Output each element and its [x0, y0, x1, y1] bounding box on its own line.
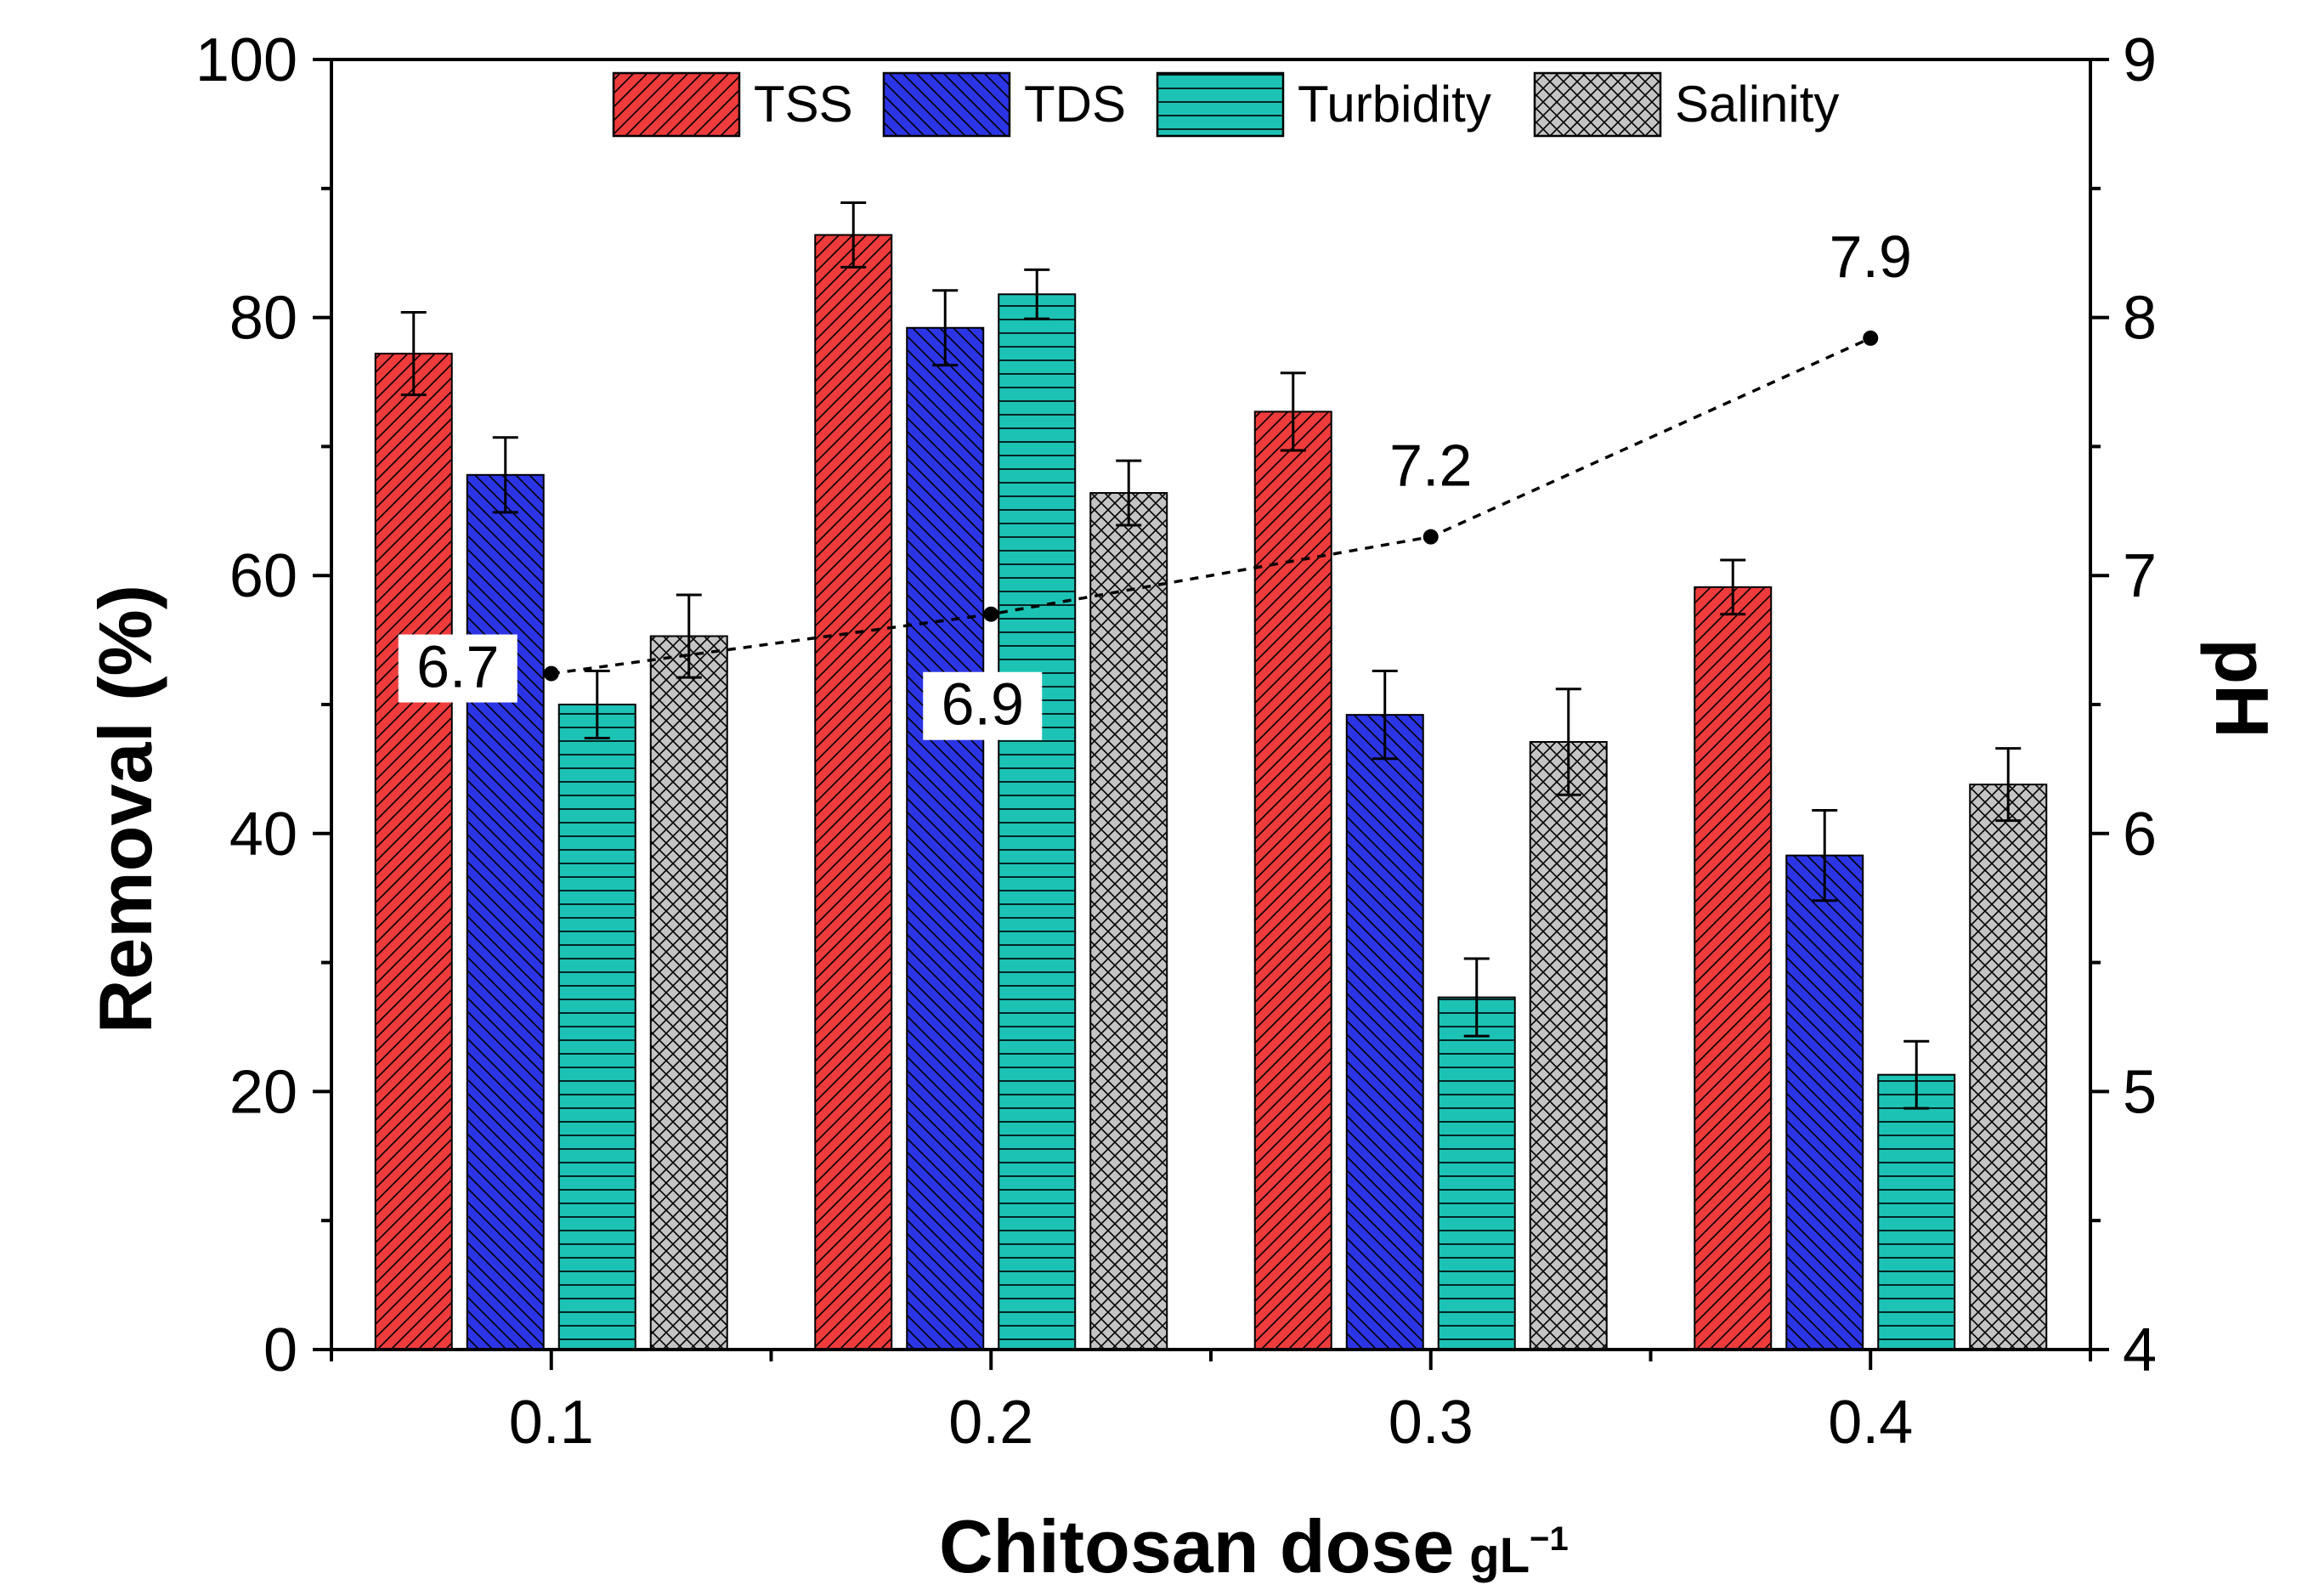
error-bar-salinity-0.4	[1995, 747, 2022, 823]
bar-salinity-0.4	[1969, 784, 2048, 1350]
y2-tick-label: 5	[2123, 1058, 2157, 1126]
x-tick-label: 0.2	[948, 1389, 1033, 1457]
ph-data-label: 6.9	[942, 671, 1024, 738]
ph-line	[551, 337, 1871, 676]
legend-item-tds: TDS	[882, 71, 1126, 138]
error-bar-turbidity-0.4	[1903, 1039, 1930, 1110]
x-tick-label: 0.1	[509, 1389, 594, 1457]
y2-tick-label: 9	[2123, 26, 2157, 94]
y-axis-title: Removal (%)	[83, 585, 167, 1033]
y2-axis-title: pH	[2200, 638, 2284, 738]
error-bar-tds-0.4	[1812, 808, 1838, 903]
bar-tds-0.2	[906, 326, 985, 1350]
ph-point-6.9	[983, 606, 999, 622]
axes-layer: 0 20 40 60 80 100 4 5 6 7 8 9 0.1 0.2 0.3 0.4	[195, 26, 2157, 1457]
x-axis-unit-sup: −1	[1530, 1520, 1569, 1558]
y-tick-label: 20	[229, 1058, 297, 1126]
error-bar-tss-0.2	[840, 201, 867, 269]
legend-item-salinity: Salinity	[1533, 71, 1839, 138]
x-axis-unit-base: g	[1469, 1528, 1499, 1583]
legend-swatch	[882, 71, 1011, 138]
ph-data-label: 7.2	[1389, 433, 1472, 499]
x-tick-label: 0.4	[1828, 1389, 1913, 1457]
bar-tss-0.2	[814, 234, 893, 1350]
bar-tds-0.1	[466, 473, 545, 1350]
error-bar-tss-0.1	[400, 311, 427, 397]
bar-salinity-0.3	[1529, 741, 1608, 1350]
bar-tss-0.4	[1694, 586, 1773, 1350]
legend: TSS TDS Turbidity Salinity	[612, 71, 1839, 138]
legend-swatch	[1533, 71, 1662, 138]
bar-turbidity-0.3	[1437, 996, 1516, 1351]
legend-label: TDS	[1024, 76, 1126, 133]
y-tick-label: 40	[229, 801, 297, 869]
bar-turbidity-0.4	[1877, 1073, 1956, 1351]
bar-tds-0.3	[1345, 714, 1424, 1350]
y-tick-label: 100	[195, 26, 297, 94]
y-tick-label: 80	[229, 285, 297, 353]
bar-tss-0.3	[1253, 410, 1332, 1351]
legend-label: Salinity	[1675, 76, 1839, 133]
error-bar-tss-0.3	[1280, 371, 1306, 452]
ph-line-layer: 6.7 6.9 7.2 7.9	[398, 224, 1912, 740]
legend-item-turbidity: Turbidity	[1156, 71, 1491, 138]
error-bar-turbidity-0.1	[584, 670, 610, 739]
legend-item-tss: TSS	[612, 71, 853, 138]
error-bar-salinity-0.1	[676, 593, 702, 679]
y2-tick-label: 6	[2123, 801, 2157, 869]
ph-label-box	[398, 634, 518, 703]
ph-label-box	[923, 671, 1043, 740]
error-bar-turbidity-0.3	[1463, 957, 1490, 1038]
ph-point-6.7	[543, 665, 559, 682]
error-bar-tds-0.1	[492, 436, 518, 514]
x-axis-unit-L: L	[1500, 1528, 1530, 1583]
y2-tick-label: 4	[2123, 1316, 2157, 1384]
ph-data-label: 6.7	[416, 634, 499, 700]
bar-salinity-0.1	[649, 635, 728, 1350]
error-bar-tds-0.3	[1372, 670, 1398, 761]
bar-turbidity-0.1	[557, 704, 636, 1350]
legend-label: Turbidity	[1298, 76, 1491, 133]
bar-tss-0.1	[374, 353, 453, 1350]
error-bar-salinity-0.3	[1555, 688, 1581, 796]
bar-tds-0.4	[1785, 854, 1864, 1350]
ph-point-7.2	[1422, 529, 1439, 545]
error-bar-turbidity-0.2	[1024, 268, 1050, 320]
legend-swatch	[1156, 71, 1285, 138]
legend-label: TSS	[754, 76, 853, 133]
ph-data-label: 7.9	[1830, 224, 1912, 290]
bars-layer	[374, 201, 2048, 1351]
y-tick-label: 60	[229, 542, 297, 610]
error-bar-tds-0.2	[932, 289, 959, 367]
x-axis-title: Chitosan dose gL−1	[939, 1504, 1569, 1588]
y-tick-label: 0	[263, 1316, 297, 1384]
bar-turbidity-0.2	[998, 293, 1077, 1350]
x-tick-label: 0.3	[1389, 1389, 1473, 1457]
error-bar-salinity-0.2	[1116, 459, 1142, 527]
legend-swatch	[612, 71, 741, 138]
x-axis-title-main: Chitosan dose	[939, 1504, 1454, 1588]
error-bar-tss-0.4	[1720, 558, 1746, 616]
bar-salinity-0.2	[1089, 492, 1168, 1350]
y2-tick-label: 8	[2123, 285, 2157, 353]
y2-tick-label: 7	[2123, 542, 2157, 610]
ph-point-7.9	[1863, 330, 1879, 346]
